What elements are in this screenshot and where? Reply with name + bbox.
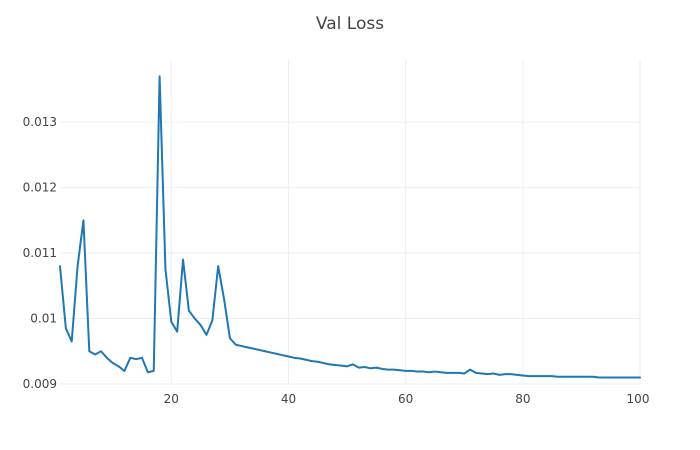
- x-tick-label: 40: [281, 392, 296, 406]
- y-tick-label: 0.009: [23, 377, 57, 391]
- x-tick-label: 60: [398, 392, 413, 406]
- series-group: [59, 75, 641, 379]
- chart-title: Val Loss: [316, 14, 384, 34]
- y-tick-label: 0.01: [30, 312, 57, 326]
- x-axis-ticks: 20 40 60 80 100: [164, 392, 650, 406]
- y-tick-label: 0.011: [23, 246, 57, 260]
- y-tick-label: 0.012: [23, 181, 57, 195]
- x-tick-label: 80: [515, 392, 530, 406]
- y-axis-ticks: 0.009 0.01 0.011 0.012 0.013: [23, 115, 57, 391]
- y-tick-label: 0.013: [23, 115, 57, 129]
- x-tick-label: 100: [627, 392, 650, 406]
- x-tick-label: 20: [164, 392, 179, 406]
- series-line: [59, 75, 641, 379]
- gridlines: [60, 60, 641, 385]
